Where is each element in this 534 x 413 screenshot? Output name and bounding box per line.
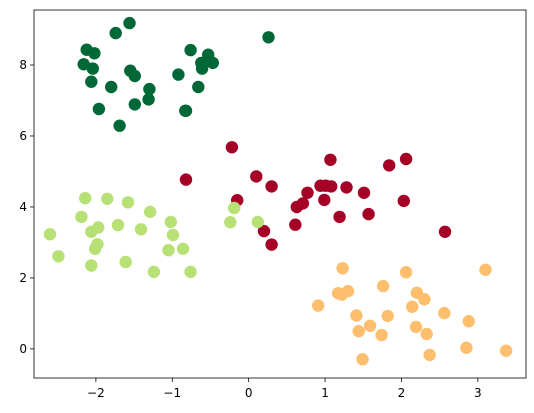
data-point-series-2-13: [43, 228, 57, 241]
x-tick-label: 0: [245, 386, 253, 400]
data-point-series-3-8: [418, 293, 431, 306]
data-point-series-2-3: [228, 201, 241, 215]
y-tick-label: 4: [19, 200, 27, 214]
data-point-series-2-22: [147, 265, 161, 279]
data-point-series-2-16: [88, 242, 102, 255]
data-point-series-0-20: [128, 98, 141, 111]
y-tick-label: 0: [19, 342, 27, 356]
data-point-series-3-13: [350, 309, 363, 322]
data-point-series-0-11: [195, 62, 209, 75]
data-point-series-1-9: [325, 180, 338, 193]
data-point-series-1-0: [225, 141, 239, 154]
data-point-series-1-12: [357, 186, 371, 199]
x-tick-label: −1: [163, 386, 181, 400]
data-point-series-2-23: [184, 265, 197, 279]
data-point-series-2-1: [101, 192, 114, 205]
data-point-series-1-19: [333, 210, 346, 224]
data-point-series-1-14: [318, 193, 331, 207]
data-point-series-2-4: [143, 205, 157, 219]
data-point-series-0-8: [86, 62, 100, 75]
data-point-series-2-8: [224, 216, 237, 229]
data-point-series-2-14: [166, 228, 180, 242]
data-point-series-1-22: [438, 225, 452, 238]
x-tick-label: 1: [321, 386, 329, 400]
data-point-series-3-2: [399, 266, 413, 279]
data-point-series-1-10: [340, 181, 353, 194]
y-tick-label: 6: [19, 129, 27, 143]
data-point-series-1-2: [324, 153, 337, 166]
data-point-series-1-1: [399, 152, 413, 166]
data-point-series-1-4: [250, 170, 263, 183]
data-point-series-3-14: [462, 315, 475, 328]
data-point-series-3-1: [479, 263, 492, 276]
data-point-series-2-20: [119, 255, 132, 269]
data-point-series-2-11: [134, 223, 148, 236]
data-point-series-1-21: [257, 224, 271, 238]
data-point-series-2-18: [162, 244, 175, 257]
data-point-series-3-0: [336, 262, 349, 275]
x-tick-label: 2: [398, 386, 406, 400]
data-point-series-3-17: [352, 325, 365, 338]
data-point-series-3-7: [335, 288, 349, 301]
data-point-series-0-14: [172, 68, 185, 81]
data-point-series-3-11: [438, 306, 451, 320]
data-point-series-3-19: [375, 328, 388, 342]
data-point-series-3-15: [409, 320, 423, 334]
data-point-series-3-16: [363, 319, 377, 332]
data-point-series-3-9: [406, 300, 419, 313]
data-point-series-3-22: [423, 348, 436, 362]
data-point-series-0-18: [143, 82, 156, 96]
data-point-series-1-3: [383, 159, 396, 172]
y-tick-label: 2: [19, 271, 27, 285]
x-tick-label: −2: [87, 386, 105, 400]
data-point-series-2-9: [111, 218, 125, 232]
data-point-series-1-20: [289, 218, 302, 231]
y-tick-label: 8: [19, 58, 27, 72]
data-point-series-0-21: [92, 102, 106, 116]
data-point-series-2-5: [75, 210, 88, 224]
y-axis: 0 2 4 6 8: [19, 58, 34, 356]
data-point-series-3-3: [376, 279, 390, 293]
data-point-series-1-11: [301, 186, 314, 199]
data-point-series-0-1: [109, 26, 122, 40]
data-point-series-3-18: [420, 327, 433, 341]
data-point-series-2-21: [85, 259, 98, 272]
data-point-series-0-13: [128, 69, 141, 83]
data-point-series-2-7: [251, 215, 264, 229]
data-point-series-0-4: [184, 43, 197, 57]
plot-frame: [33, 9, 527, 379]
data-point-series-3-20: [460, 341, 473, 354]
data-point-series-1-15: [397, 194, 410, 208]
data-point-series-0-19: [142, 93, 155, 106]
data-point-series-2-2: [121, 196, 135, 209]
data-point-series-0-3: [88, 47, 101, 60]
data-point-series-2-19: [52, 250, 65, 263]
data-point-series-1-23: [265, 238, 278, 251]
data-point-series-1-17: [290, 200, 303, 214]
points-layer: [43, 16, 513, 366]
data-point-series-3-21: [499, 344, 513, 357]
data-point-series-1-18: [362, 207, 375, 221]
data-point-series-3-10: [312, 299, 325, 312]
data-point-series-0-16: [105, 80, 118, 94]
data-point-series-2-0: [79, 191, 92, 205]
data-point-series-0-24: [113, 119, 126, 132]
data-point-series-3-12: [381, 309, 394, 323]
data-point-series-3-23: [356, 353, 369, 366]
x-tick-label: 3: [474, 386, 482, 400]
x-axis: −2 −1 0 1 2 3: [87, 378, 482, 400]
data-point-series-2-17: [176, 242, 190, 255]
data-point-series-1-6: [265, 180, 278, 193]
data-point-series-2-12: [85, 225, 98, 238]
data-point-series-0-17: [192, 80, 205, 94]
data-point-series-0-10: [206, 56, 219, 70]
data-point-series-0-6: [262, 31, 275, 44]
data-point-series-1-5: [179, 173, 193, 186]
data-point-series-0-23: [179, 104, 193, 118]
data-point-series-0-0: [123, 16, 136, 30]
data-point-series-0-15: [85, 75, 98, 88]
data-point-series-2-6: [164, 215, 177, 229]
